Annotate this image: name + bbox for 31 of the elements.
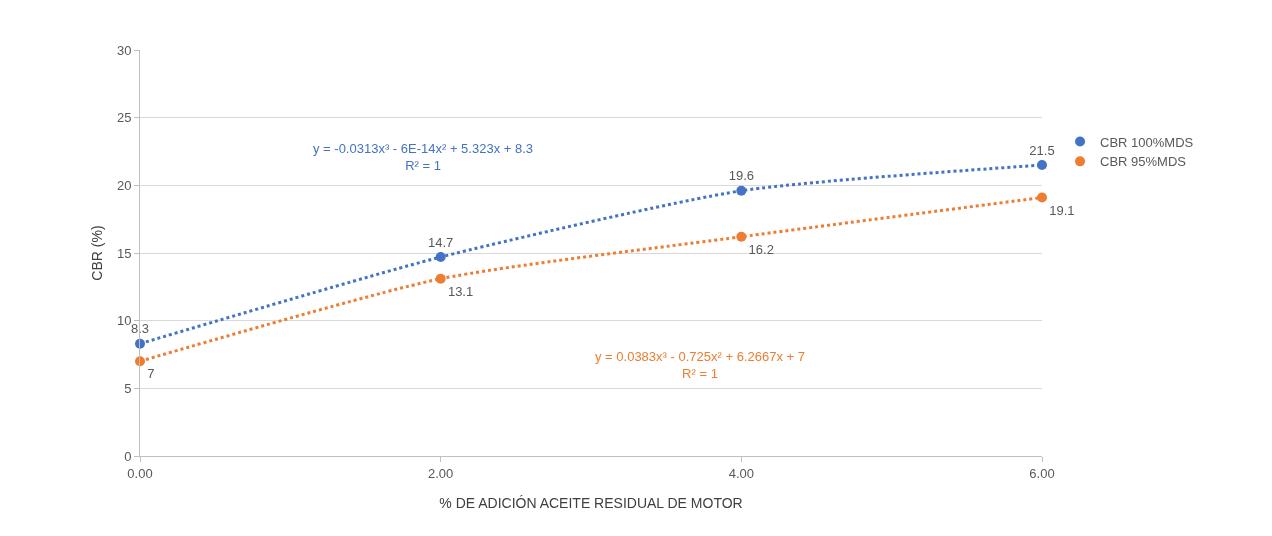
- y-tick-label: 15: [116, 245, 132, 261]
- x-tick-label: 2.00: [428, 465, 454, 481]
- data-label: 16.2: [748, 241, 774, 257]
- point: [736, 231, 747, 242]
- data-label: 19.6: [728, 168, 754, 184]
- data-label: 19.1: [1049, 202, 1075, 218]
- x-tick-label: 4.00: [728, 465, 754, 481]
- point: [435, 252, 446, 263]
- y-tick-label: 30: [116, 42, 132, 58]
- data-label: 21.5: [1029, 142, 1055, 158]
- y-axis-title: CBR (%): [89, 225, 105, 281]
- legend-label: CBR 100%MDS: [1100, 134, 1194, 150]
- x-tick-label: 0.00: [127, 465, 153, 481]
- y-tick-label: 25: [116, 110, 132, 126]
- y-tick-label: 20: [116, 177, 132, 193]
- point: [736, 185, 747, 196]
- annotation: y = -0.0313x³ - 6E-14x² + 5.323x + 8.3 R² = 1: [313, 141, 534, 173]
- y-tick-label: 0: [124, 448, 132, 464]
- x-tick-label: 6.00: [1029, 465, 1055, 481]
- annotation: y = 0.0383x³ - 0.725x² + 6.2667x + 7 R² = 1: [595, 349, 805, 381]
- data-label: 14.7: [428, 234, 454, 250]
- point: [1037, 192, 1047, 203]
- data-label: 7: [147, 366, 155, 382]
- point: [435, 273, 446, 284]
- y-tick-label: 5: [124, 380, 132, 396]
- legend-label: CBR 95%MDS: [1100, 154, 1187, 170]
- point: [1037, 160, 1047, 171]
- x-axis-title: % DE ADICIÓN ACEITE RESIDUAL DE MOTOR: [439, 495, 743, 511]
- data-label: 13.1: [447, 283, 474, 299]
- y-tick-label: 10: [116, 313, 132, 329]
- data-label: 8.3: [130, 321, 150, 337]
